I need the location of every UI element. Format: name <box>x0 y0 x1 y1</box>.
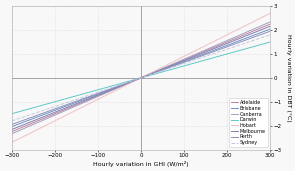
Y-axis label: Hourly variation in DBT (°C): Hourly variation in DBT (°C) <box>286 34 291 122</box>
Legend: Adelaide, Brisbane, Canberra, Darwin, Hobart, Melbourne, Perth, Sydney: Adelaide, Brisbane, Canberra, Darwin, Ho… <box>229 98 268 147</box>
X-axis label: Hourly variation in GHI (W/m²): Hourly variation in GHI (W/m²) <box>93 161 189 167</box>
